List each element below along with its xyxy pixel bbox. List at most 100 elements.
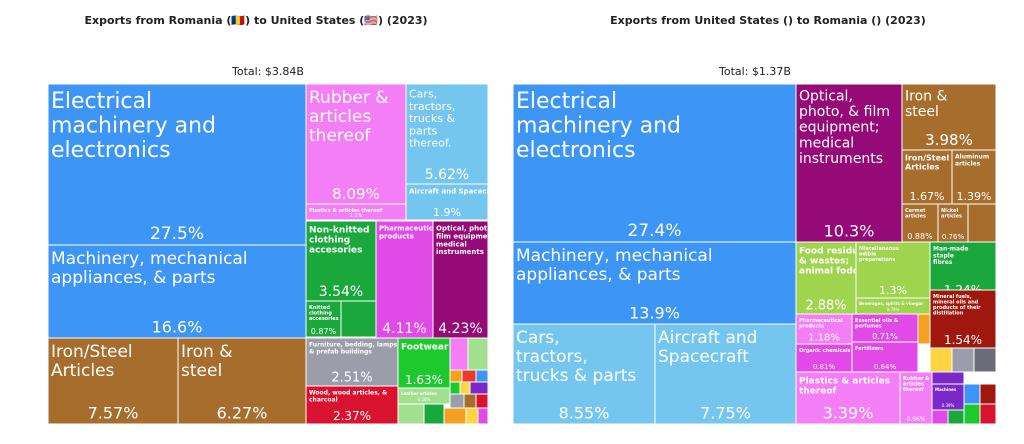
treemap-cell-value: 0.64% bbox=[874, 363, 897, 371]
treemap-cell-value: 5.62% bbox=[425, 167, 469, 183]
treemap-cell-name: Food residues & wastes; animal fodder bbox=[799, 247, 870, 277]
treemap-cell-value: 6.27% bbox=[217, 403, 268, 422]
treemap-cell-name: Organic chemicals bbox=[799, 348, 851, 354]
treemap-filler-cell bbox=[951, 347, 975, 373]
treemap-filler-cell bbox=[459, 381, 471, 395]
treemap-cell-rect bbox=[405, 183, 489, 221]
treemap-cell-name: Machinery, mechanical appliances, & parts bbox=[516, 246, 713, 285]
treemap-cell-name: Machines bbox=[935, 387, 957, 392]
treemap-cell: Aircraft and Spacecraft 1.9% bbox=[405, 183, 502, 221]
treemap-filler-cell bbox=[979, 403, 997, 425]
treemap-cell: Knitted clothing accesories 0.87% bbox=[305, 300, 342, 338]
treemap-cell-value: 0.87% bbox=[311, 327, 337, 336]
treemap-cell-name: Iron/Steel Articles bbox=[51, 342, 133, 381]
treemap-cell-value: 8.09% bbox=[332, 185, 380, 203]
treemap-cell-name: Mineral fuels, mineral oils and products o… bbox=[933, 294, 981, 317]
treemap-filler-cell bbox=[963, 383, 981, 405]
treemap-filler-cell bbox=[449, 393, 465, 409]
treemap-cell-value: 4.11% bbox=[382, 321, 426, 337]
treemap-cell-rect bbox=[305, 83, 407, 205]
treemap-cell-value: 1.67% bbox=[910, 190, 945, 203]
treemap-cell-value: 0.88% bbox=[907, 232, 933, 241]
treemap-cell-rect bbox=[901, 83, 997, 151]
treemap-cell-name: Plastics & articles thereof bbox=[309, 208, 383, 214]
treemap-cell: Aluminum articles 1.39% bbox=[951, 149, 997, 205]
treemap-cell-value: 8.55% bbox=[559, 403, 610, 422]
treemap-cell-name: Cars, tractors, trucks & parts thereof. bbox=[409, 87, 455, 149]
treemap-filler-cell bbox=[931, 409, 949, 425]
treemap-cell-name: Essential oils & perfumes bbox=[855, 318, 899, 330]
treemap-filler-cell bbox=[423, 403, 445, 425]
treemap-cell-value: 2.51% bbox=[331, 370, 372, 385]
treemap-cell-value: 1.3% bbox=[879, 284, 907, 297]
treemap-cell: Machinery, mechanical appliances, & parts… bbox=[512, 241, 797, 325]
treemap-cell-value: 3.39% bbox=[823, 403, 874, 422]
treemap-cell-name: Rubber & articles thereof bbox=[309, 88, 389, 146]
treemap-cell-name: Pharmaceutical products bbox=[379, 225, 440, 241]
treemap-cell-rect bbox=[397, 387, 451, 405]
treemap-left: Electrical machinery and electronics27.5%M… bbox=[47, 83, 503, 425]
treemap-cell-value: 7.57% bbox=[88, 403, 139, 422]
treemap-cell-name: Machinery, mechanical appliances, & parts bbox=[51, 249, 248, 288]
treemap-filler-cell bbox=[449, 381, 461, 395]
treemap-filler-cell bbox=[963, 403, 981, 425]
treemap-cell-value: 2.88% bbox=[805, 298, 846, 313]
treemap-cell: Electrical machinery and electronics 27.4% bbox=[512, 83, 797, 243]
chart-title-right: Exports from United States () to Romania… bbox=[610, 14, 926, 27]
treemap-filler-cell bbox=[449, 337, 469, 371]
treemap-cell: Aircraft and Spacecraft 7.75% bbox=[654, 323, 797, 425]
treemap-cell-name: Wood, wood articles, & charcoal bbox=[309, 390, 387, 404]
treemap-cell: Machinery, mechanical appliances, & parts… bbox=[47, 244, 307, 339]
treemap-cell-name: Leather articles bbox=[401, 391, 437, 396]
treemap-cell-rect bbox=[512, 83, 797, 243]
treemap-cell: Iron & steel 3.98% bbox=[901, 83, 997, 151]
treemap-cell: Iron & steel 6.27% bbox=[177, 337, 307, 425]
treemap-cell-rect bbox=[654, 323, 797, 425]
treemap-cell-value: 1.18% bbox=[808, 333, 840, 344]
treemap-cell: Wood, wood articles, & charcoal 2.37% bbox=[305, 385, 399, 425]
treemap-cell-value: 3.54% bbox=[319, 284, 363, 300]
total-label-left: Total: $3.84B bbox=[231, 65, 304, 78]
treemap-cell-rect bbox=[375, 220, 434, 339]
treemap-cell: Pharmaceutical products 4.11% bbox=[375, 220, 440, 339]
treemap-cell-rect bbox=[397, 337, 451, 389]
treemap-cell-rect bbox=[795, 241, 857, 315]
treemap-cell: Miscellaneous edible preparations 1.3% bbox=[855, 241, 931, 299]
treemap-filler-cell bbox=[467, 337, 489, 371]
treemap-right: Electrical machinery and electronics27.4%M… bbox=[512, 83, 997, 425]
treemap-cell-rect bbox=[177, 337, 307, 425]
treemap-cell-value: 1.63% bbox=[405, 373, 443, 387]
treemap-cell-rect bbox=[851, 313, 919, 343]
treemap-cell-value: 13.9% bbox=[629, 303, 680, 322]
total-label-right: Total: $1.37B bbox=[718, 65, 791, 78]
treemap-filler-cell bbox=[340, 300, 377, 338]
treemap-cell-value: 16.6% bbox=[152, 317, 203, 336]
treemap-cell: Nickel articles 0.76% bbox=[937, 203, 969, 243]
treemap-cell-rect bbox=[931, 383, 965, 411]
treemap-cell: Cars, tractors, trucks & parts 8.55% bbox=[512, 323, 656, 425]
treemap-cell: Electrical machinery and electronics 27.5% bbox=[47, 83, 307, 246]
treemap-cell-value: 0.74% bbox=[887, 307, 900, 312]
treemap-cell-value: 0.81% bbox=[813, 363, 836, 371]
treemap-cell-name: Furniture, bedding, lamps, & prefab build… bbox=[309, 342, 399, 356]
treemap-cell-name: Aluminum articles bbox=[955, 154, 989, 168]
treemap-cell-rect bbox=[47, 83, 307, 246]
treemap-cell-name: Footwear bbox=[401, 343, 449, 353]
treemap-filler-cell bbox=[967, 203, 997, 243]
treemap-cell-name: Optical, photo, & film equipment; medical in… bbox=[799, 88, 890, 167]
treemap-cell-name: Beverages, spirits & vinegar bbox=[859, 301, 923, 306]
treemap-cell: Non-knitted clothing accesories 3.54% bbox=[305, 220, 377, 302]
treemap-cell: Rubber & articles thereof 8.09% bbox=[305, 83, 407, 205]
treemap-cell-value: 0.58% bbox=[418, 397, 431, 402]
treemap-cell-rect bbox=[432, 220, 489, 339]
treemap-cell-name: Electrical machinery and electronics bbox=[516, 89, 681, 163]
treemap-cell-name: Iron & steel bbox=[905, 88, 947, 120]
treemap-cell-name: Cars, tractors, trucks & parts bbox=[516, 328, 636, 386]
treemap-cell-rect bbox=[512, 323, 656, 425]
treemap-filler-cell bbox=[917, 313, 931, 345]
treemap-cell-name: Non-knitted clothing accesories bbox=[309, 226, 370, 256]
treemap-cell: Footwear 1.63% bbox=[397, 337, 451, 389]
treemap-cell: Mineral fuels, mineral oils and products o… bbox=[929, 289, 997, 349]
treemap-cell: Furniture, bedding, lamps, & prefab build… bbox=[305, 337, 399, 387]
